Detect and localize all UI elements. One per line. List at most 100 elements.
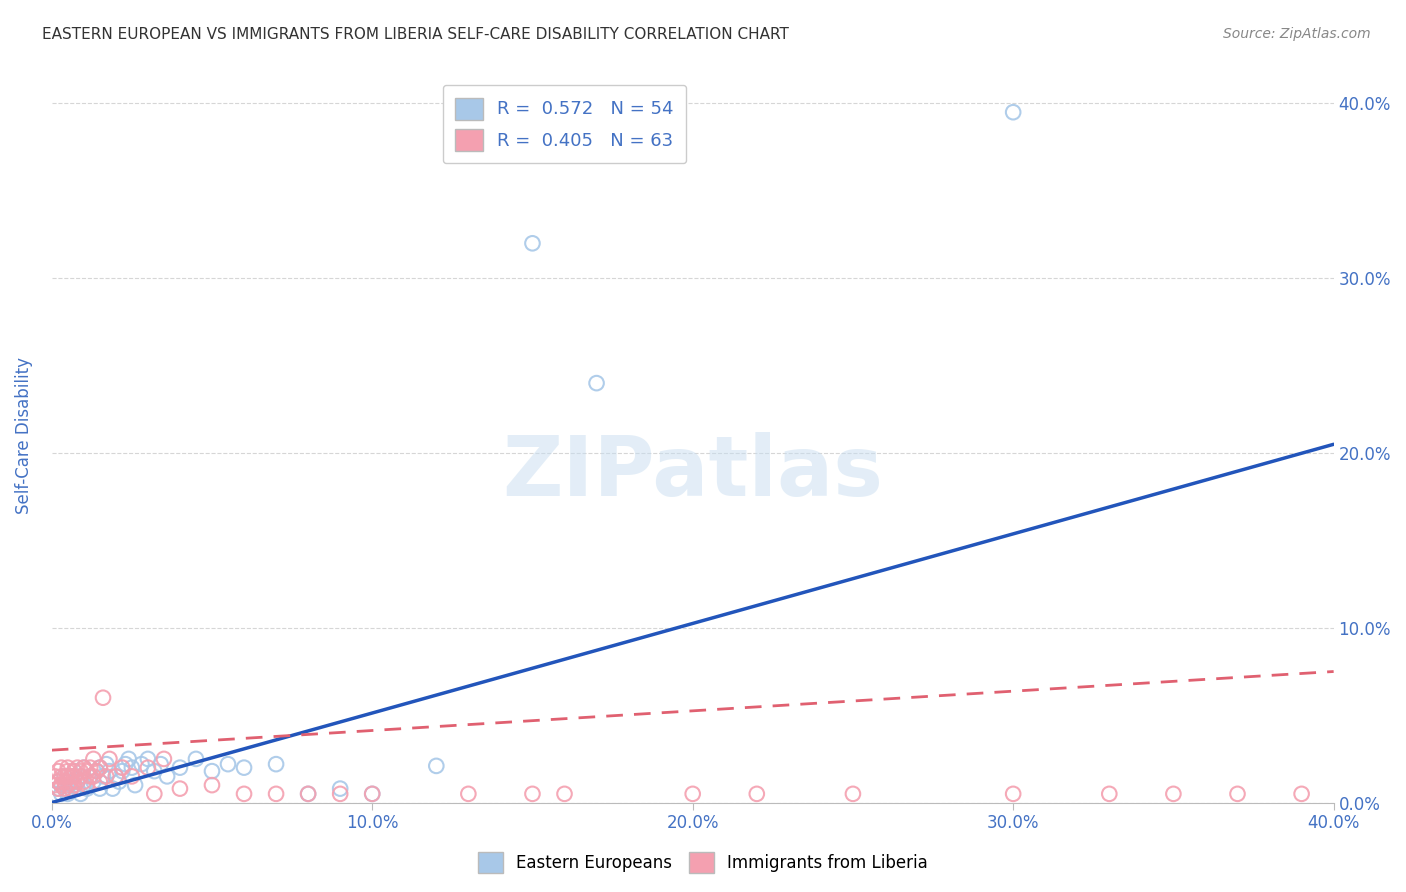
Point xyxy=(73,774,96,789)
Point xyxy=(56,764,79,779)
Point xyxy=(53,781,76,796)
Legend: Eastern Europeans, Immigrants from Liberia: Eastern Europeans, Immigrants from Liber… xyxy=(471,846,935,880)
Point xyxy=(111,761,134,775)
Point xyxy=(44,778,66,792)
Point xyxy=(73,778,96,792)
Point xyxy=(201,764,224,779)
Legend: R =  0.572   N = 54, R =  0.405   N = 63: R = 0.572 N = 54, R = 0.405 N = 63 xyxy=(443,85,686,163)
Point xyxy=(153,752,176,766)
Point xyxy=(96,757,118,772)
Point xyxy=(53,769,76,783)
Point xyxy=(79,769,101,783)
Point xyxy=(121,769,143,783)
Point xyxy=(156,769,179,783)
Point xyxy=(59,781,82,796)
Point xyxy=(82,769,104,783)
Point xyxy=(79,769,101,783)
Point xyxy=(233,787,256,801)
Point xyxy=(89,774,111,789)
Point xyxy=(53,769,76,783)
Point xyxy=(76,778,98,792)
Point xyxy=(79,761,101,775)
Point xyxy=(82,774,104,789)
Point xyxy=(104,769,127,783)
Point xyxy=(329,787,352,801)
Point xyxy=(114,757,136,772)
Point xyxy=(329,781,352,796)
Point xyxy=(297,787,319,801)
Point xyxy=(82,752,104,766)
Point xyxy=(745,787,768,801)
Point xyxy=(264,757,287,772)
Point xyxy=(66,781,89,796)
Point xyxy=(131,757,153,772)
Point xyxy=(51,761,73,775)
Point xyxy=(201,778,224,792)
Point xyxy=(56,774,79,789)
Point xyxy=(553,787,575,801)
Point xyxy=(51,787,73,801)
Point xyxy=(89,761,111,775)
Y-axis label: Self-Care Disability: Self-Care Disability xyxy=(15,357,32,514)
Point xyxy=(86,764,108,779)
Point xyxy=(98,764,121,779)
Point xyxy=(53,774,76,789)
Point xyxy=(104,769,127,783)
Point xyxy=(69,769,91,783)
Point xyxy=(1163,787,1185,801)
Point xyxy=(51,778,73,792)
Point xyxy=(217,757,239,772)
Point xyxy=(63,769,86,783)
Point xyxy=(1291,787,1313,801)
Point xyxy=(96,769,118,783)
Point xyxy=(46,764,69,779)
Point xyxy=(1098,787,1121,801)
Point xyxy=(86,764,108,779)
Text: EASTERN EUROPEAN VS IMMIGRANTS FROM LIBERIA SELF-CARE DISABILITY CORRELATION CHA: EASTERN EUROPEAN VS IMMIGRANTS FROM LIBE… xyxy=(42,27,789,42)
Point xyxy=(149,757,172,772)
Point xyxy=(233,761,256,775)
Point xyxy=(457,787,479,801)
Point xyxy=(136,761,159,775)
Point xyxy=(91,769,114,783)
Point xyxy=(63,764,86,779)
Point xyxy=(63,778,86,792)
Point xyxy=(56,778,79,792)
Point xyxy=(59,781,82,796)
Point xyxy=(425,759,447,773)
Point xyxy=(169,781,191,796)
Point xyxy=(91,690,114,705)
Text: ZIPatlas: ZIPatlas xyxy=(502,432,883,513)
Point xyxy=(51,769,73,783)
Point xyxy=(101,781,124,796)
Point xyxy=(56,787,79,801)
Point xyxy=(522,236,544,251)
Point xyxy=(73,761,96,775)
Point xyxy=(66,761,89,775)
Point xyxy=(59,769,82,783)
Point xyxy=(585,376,607,391)
Point xyxy=(46,781,69,796)
Point xyxy=(184,752,207,766)
Point xyxy=(264,787,287,801)
Point xyxy=(98,752,121,766)
Point xyxy=(56,769,79,783)
Point xyxy=(51,778,73,792)
Point xyxy=(56,761,79,775)
Point xyxy=(89,761,111,775)
Point xyxy=(143,787,166,801)
Point xyxy=(46,781,69,796)
Point xyxy=(73,761,96,775)
Point xyxy=(1002,105,1025,120)
Point xyxy=(63,764,86,779)
Point xyxy=(169,761,191,775)
Point xyxy=(361,787,384,801)
Point xyxy=(297,787,319,801)
Point xyxy=(111,764,134,779)
Point xyxy=(124,778,146,792)
Point xyxy=(121,761,143,775)
Point xyxy=(69,769,91,783)
Point xyxy=(46,774,69,789)
Point xyxy=(53,781,76,796)
Point xyxy=(842,787,865,801)
